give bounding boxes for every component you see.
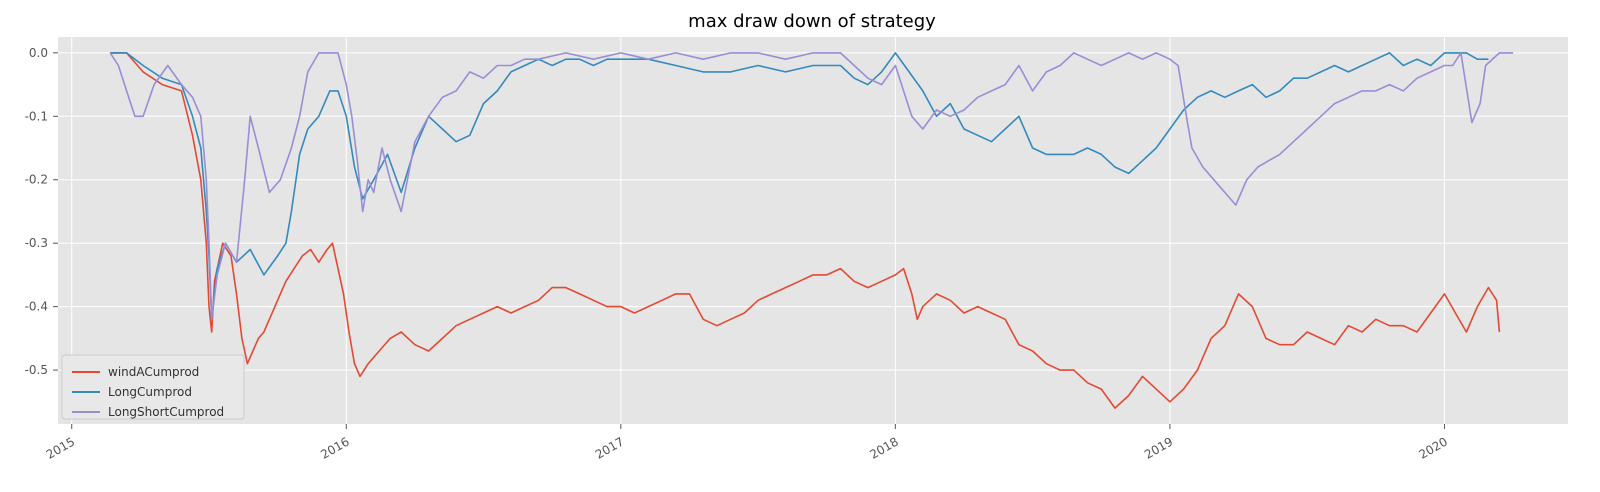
series-line-longshortcumprod bbox=[109, 52, 1514, 321]
chart-title: max draw down of strategy bbox=[688, 11, 936, 32]
y-tick-label: -0.5 bbox=[25, 363, 48, 377]
y-tick-label: -0.4 bbox=[25, 300, 48, 314]
grid-lines bbox=[58, 37, 1568, 424]
series-line-longcumprod bbox=[110, 52, 1489, 321]
legend-label-longshortcumprod: LongShortCumprod bbox=[108, 405, 224, 419]
legend: windACumprod LongCumprod LongShortCumpro… bbox=[61, 354, 245, 420]
y-tick-label: -0.2 bbox=[25, 173, 48, 187]
series-layer bbox=[109, 52, 1514, 409]
series-line-windacumprod bbox=[110, 52, 1501, 409]
legend-label-windacumprod: windACumprod bbox=[108, 365, 199, 379]
legend-box bbox=[61, 354, 245, 420]
y-tick-label: -0.1 bbox=[25, 109, 48, 123]
plot-area bbox=[58, 37, 1568, 424]
y-axis: 0.0 -0.1 -0.2 -0.3 -0.4 -0.5 bbox=[25, 46, 58, 377]
y-tick-label: 0.0 bbox=[29, 46, 48, 60]
y-tick-label: -0.3 bbox=[25, 236, 48, 250]
legend-label-longcumprod: LongCumprod bbox=[108, 385, 192, 399]
